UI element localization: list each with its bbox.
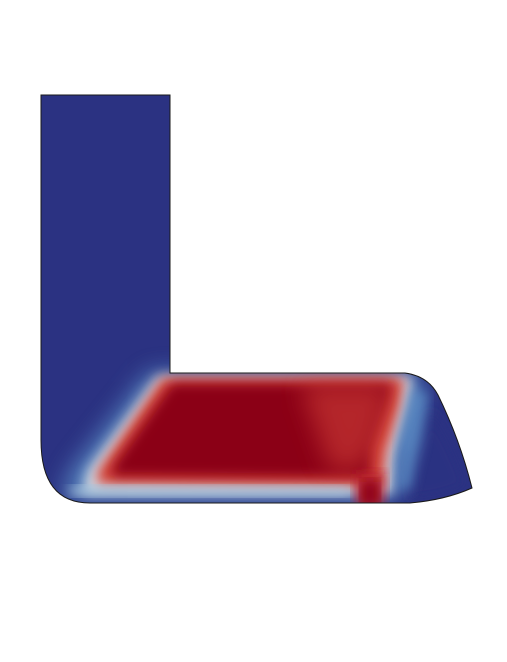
- field-bottom-band: [70, 486, 350, 496]
- field-right-edge: [398, 390, 428, 490]
- field-plume-core: [362, 482, 378, 503]
- field-streak: [300, 384, 392, 470]
- field-right-cool: [410, 410, 468, 500]
- domain-outline: [40, 94, 473, 504]
